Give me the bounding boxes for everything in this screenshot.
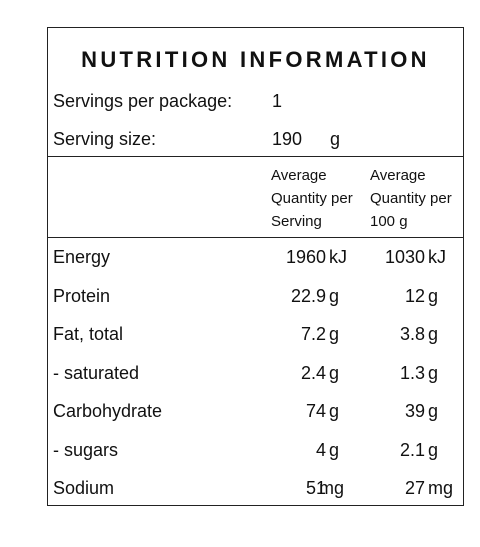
per-serving-value: 22.9 [290,286,326,306]
per-serving-unit: g [329,401,340,421]
per-100g-value: 1.3 [399,363,425,383]
nutrient-label: Fat, total [53,324,124,344]
header-divider-bottom [48,237,463,238]
nutrition-panel: NUTRITION INFORMATION Servings per packa… [47,27,464,506]
column-header-per-100g-line: Quantity per [370,190,452,207]
per-100g-unit: g [428,440,439,460]
per-100g-value: 1030 [384,247,425,267]
column-header-per-serving-line: Serving [271,213,322,230]
per-serving-unit: g [329,286,340,306]
per-serving-value: 1960 [285,247,326,267]
per-serving-value: 4 [315,440,326,460]
nutrient-label: Protein [53,286,111,306]
per-100g-value: 27 [404,478,425,498]
per-100g-value: 39 [404,401,425,421]
column-header-per-serving-line: Average [271,167,327,184]
nutrient-label: - saturated [53,363,140,383]
serving-size-label: Serving size: [53,129,157,149]
panel-title: NUTRITION INFORMATION [81,47,430,72]
servings-value: 1 [272,91,283,111]
per-serving-value: 7.2 [300,324,326,344]
per-serving-unit: g [329,324,340,344]
column-header-per-100g-line: Average [370,167,426,184]
column-header-per-serving: Average Quantity per Serving [271,164,353,233]
per-serving-unit: kJ [329,247,347,267]
per-serving-value: 51 [305,478,326,498]
serving-size-unit: g [330,129,341,149]
per-100g-unit: g [428,363,439,383]
per-serving-value: 2.4 [300,363,326,383]
per-serving-unit: g [329,363,340,383]
serving-size-value: 190 [272,129,303,149]
per-100g-unit: g [428,324,439,344]
column-header-per-100g: Average Quantity per 100 g [370,164,452,233]
per-serving-value: 74 [305,401,326,421]
nutrient-label: Sodium [53,478,115,498]
per-100g-value: 3.8 [399,324,425,344]
per-serving-unit: g [329,440,340,460]
nutrient-label: - sugars [53,440,119,460]
header-divider-top [48,156,463,157]
per-100g-unit: mg [428,478,454,498]
per-100g-unit: g [428,401,439,421]
per-100g-value: 2.1 [399,440,425,460]
nutrient-label: Energy [53,247,111,267]
per-100g-unit: g [428,286,439,306]
column-header-per-100g-line: 100 g [370,213,408,230]
nutrient-label: Carbohydrate [53,401,163,421]
servings-label: Servings per package: [53,91,233,111]
per-100g-value: 12 [404,286,425,306]
column-header-per-serving-line: Quantity per [271,190,353,207]
per-serving-unit: mg [319,478,345,498]
per-100g-unit: kJ [428,247,446,267]
